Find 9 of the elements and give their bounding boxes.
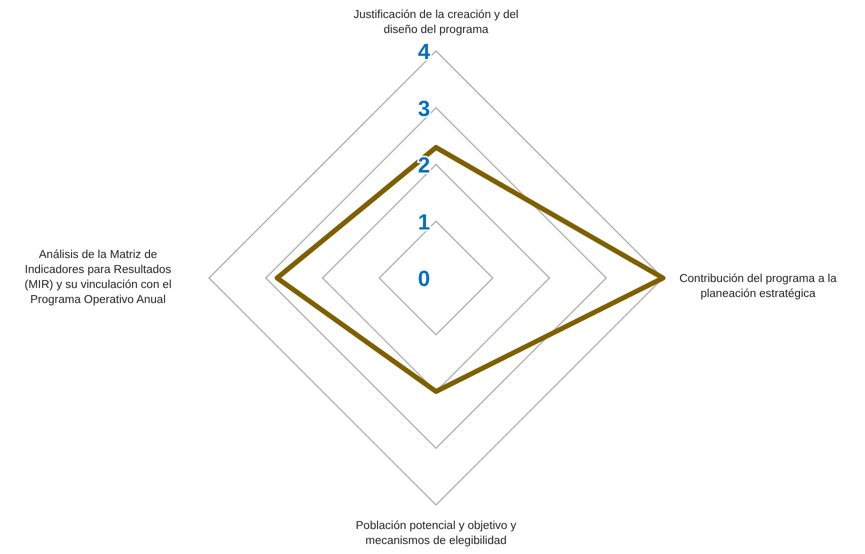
y-tick-label: 3 (418, 96, 430, 121)
y-tick-label: 4 (418, 39, 431, 64)
spoke-label: Población potencial y objetivo y mecanismos de elegibilidad (356, 520, 516, 547)
y-tick-label: 1 (418, 209, 430, 234)
spoke-label: Justificación de la creación y del diseño del programa (354, 9, 518, 36)
y-tick-label: 2 (418, 152, 430, 178)
spoke-label: Contribución del programa a la planeación estratégica (679, 273, 838, 300)
y-tick-label: 0 (418, 266, 430, 291)
spoke-label: Análisis de la Matriz de Indicadores para Resultados (MIR) y su vinculación con el Programa Operativo Anual (24, 249, 172, 306)
